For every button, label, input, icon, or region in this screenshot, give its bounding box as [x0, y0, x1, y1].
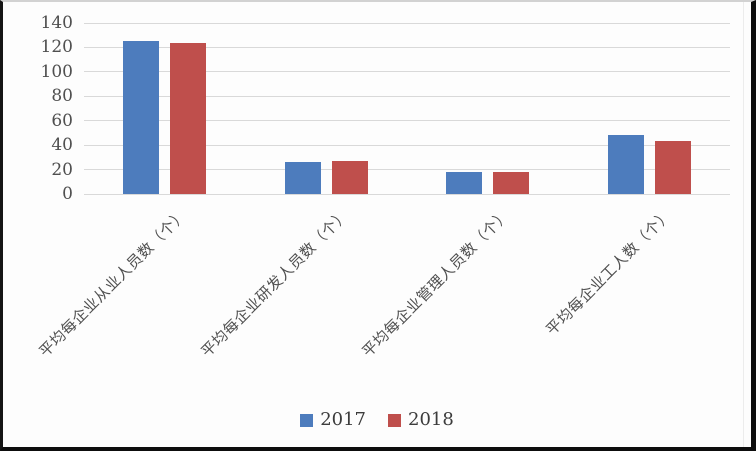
gridline-y-140: [84, 22, 730, 24]
bar-2017-category-2: [284, 162, 321, 194]
legend-item-2018: 2018: [388, 411, 454, 429]
bar-2018-category-2: [331, 161, 368, 194]
y-tick-label: 100: [40, 61, 73, 82]
y-tick-label: 120: [40, 37, 73, 58]
gridline-y-0: [84, 193, 730, 195]
y-tick-label: 0: [62, 184, 73, 204]
gridline-y-20: [84, 169, 730, 171]
chart-legend: 2017 2018: [3, 411, 751, 429]
bar-2018-category-3: [493, 172, 530, 194]
page-edge-line: [743, 2, 744, 447]
y-tick-label: 20: [51, 159, 73, 180]
category-label: 平均每企业研发人员数（个）: [197, 205, 353, 361]
bar-2017-category-3: [446, 172, 483, 194]
category-label: 平均每企业管理人员数（个）: [358, 205, 514, 361]
y-tick-label: 60: [51, 110, 73, 131]
y-tick-label: 80: [51, 86, 73, 107]
legend-label-2018: 2018: [408, 409, 454, 430]
bar-2018-category-1: [170, 42, 207, 194]
gridline-y-100: [84, 71, 730, 73]
bar-2017-category-1: [123, 41, 160, 194]
legend-swatch-2018: [388, 413, 401, 427]
gridline-y-40: [84, 144, 730, 146]
gridline-y-60: [84, 120, 730, 122]
y-tick-label: 40: [51, 135, 73, 156]
y-tick-label: 140: [40, 13, 73, 33]
legend-swatch-2017: [300, 413, 314, 427]
gridline-y-80: [84, 95, 730, 97]
gridline-y-120: [84, 46, 730, 48]
bar-chart: 0 20 40 60 80 100 120 140 平均每企业从业人员数（个） 平均每企业研发人员…: [3, 2, 751, 447]
category-label: 平均每企业工人数（个）: [542, 205, 676, 339]
legend-label-2017: 2017: [320, 409, 366, 430]
bar-2018-category-4: [654, 141, 691, 194]
legend-item-2017: 2017: [300, 411, 366, 429]
category-label: 平均每企业从业人员数（个）: [35, 205, 191, 361]
bar-2017-category-4: [607, 135, 644, 194]
